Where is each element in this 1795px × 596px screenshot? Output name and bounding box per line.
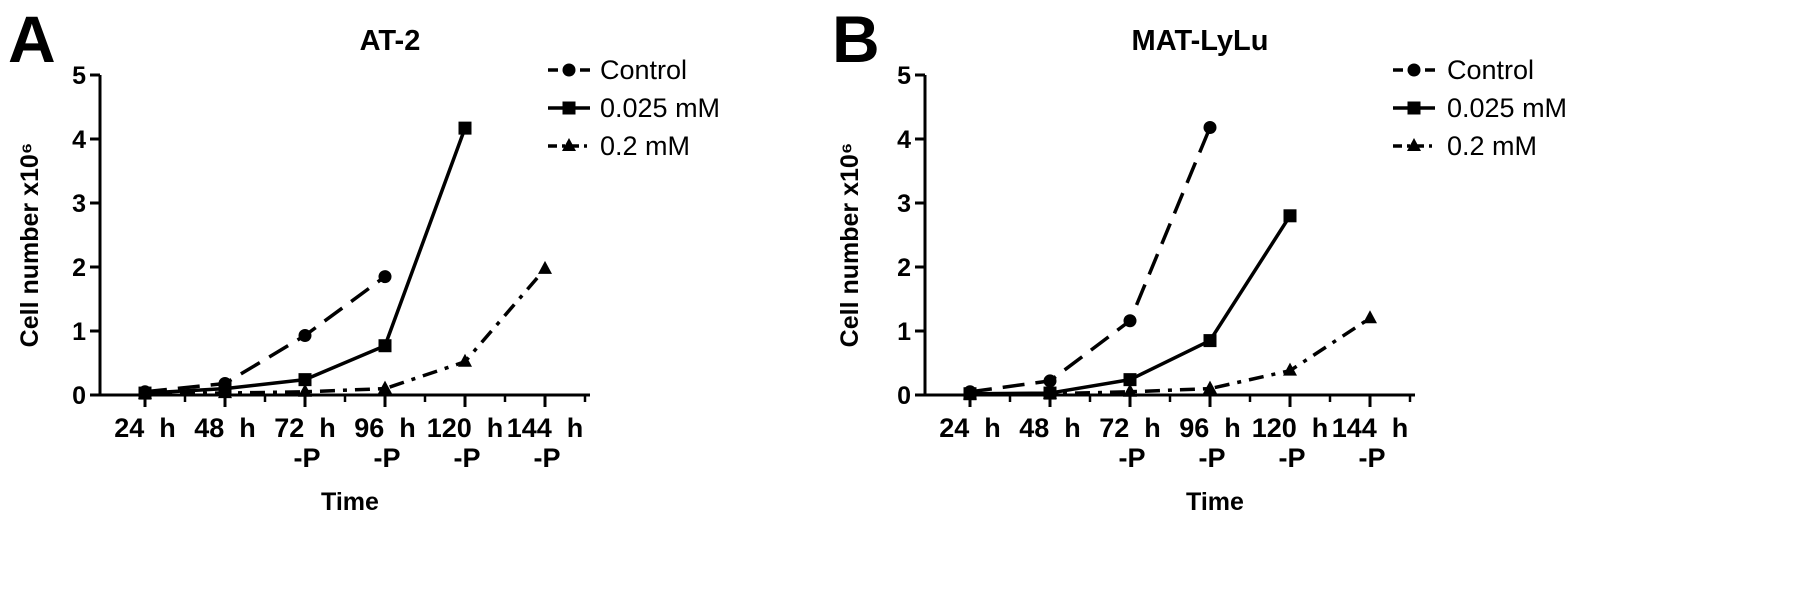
series-0-2-mm — [963, 310, 1377, 400]
y-tick-label: 1 — [72, 318, 86, 346]
y-axis-label: Cell number x10⁶ — [16, 143, 44, 348]
data-point — [298, 373, 312, 387]
x-tick-label: 24 h — [114, 413, 176, 443]
data-point — [1283, 209, 1297, 223]
legend-label: Control — [1447, 55, 1534, 85]
legend-entry: Control — [1393, 55, 1534, 85]
data-point — [378, 339, 392, 353]
y-tick-label: 2 — [72, 254, 86, 282]
x-tick-label: 144 h — [1332, 413, 1409, 443]
data-point — [1283, 362, 1297, 376]
legend-label: Control — [600, 55, 687, 85]
data-point — [378, 380, 392, 394]
data-point — [538, 260, 552, 274]
x-tick-label: 24 h — [939, 413, 1001, 443]
data-point — [1203, 334, 1217, 348]
x-tick-label: 120 h — [1252, 413, 1329, 443]
legend-entry: 0.025 mM — [548, 93, 720, 123]
legend-entry: 0.025 mM — [1393, 93, 1567, 123]
y-tick-label: 1 — [897, 318, 911, 346]
legend-entry: 0.2 mM — [1393, 131, 1537, 161]
data-point — [218, 385, 232, 399]
x-tick-label: 120 h — [427, 413, 504, 443]
data-point — [1123, 314, 1137, 328]
series-0-2-mm — [138, 260, 552, 399]
data-point — [1123, 373, 1137, 387]
legend-label: 0.025 mM — [1447, 93, 1567, 123]
series-line — [144, 275, 387, 394]
data-point — [1043, 374, 1057, 388]
data-point — [1363, 310, 1377, 324]
legend-label: 0.025 mM — [600, 93, 720, 123]
panel-letter: B — [832, 2, 880, 76]
series-line — [969, 126, 1212, 394]
legend-marker — [1407, 138, 1421, 151]
x-tick-sublabel: -P — [1119, 443, 1146, 473]
y-tick-label: 4 — [897, 126, 911, 154]
series-line — [969, 316, 1371, 397]
legend-entry: 0.2 mM — [548, 131, 690, 161]
x-tick-sublabel: -P — [1199, 443, 1226, 473]
y-tick-label: 5 — [72, 62, 86, 90]
series-line — [969, 214, 1292, 396]
x-tick-sublabel: -P — [1359, 443, 1386, 473]
data-point — [298, 328, 312, 342]
series-control — [138, 270, 392, 399]
x-tick-sublabel: -P — [534, 443, 561, 473]
y-tick-label: 5 — [897, 62, 911, 90]
x-tick-sublabel: -P — [294, 443, 321, 473]
legend-entry: Control — [548, 55, 687, 85]
x-tick-label: 96 h — [354, 413, 416, 443]
y-tick-label: 2 — [897, 254, 911, 282]
x-tick-label: 96 h — [1179, 413, 1241, 443]
data-point — [1043, 385, 1057, 399]
data-point — [298, 383, 312, 397]
x-axis-label: Time — [1186, 488, 1244, 516]
series-0-025-mm — [963, 209, 1297, 401]
x-tick-sublabel: -P — [1279, 443, 1306, 473]
series-line — [144, 267, 547, 396]
y-tick-label: 3 — [897, 190, 911, 218]
data-point — [458, 353, 472, 367]
data-point — [378, 270, 392, 284]
series-line — [144, 127, 467, 395]
chart-title: MAT-LyLu — [1132, 25, 1269, 57]
x-tick-label: 72 h — [1099, 413, 1161, 443]
data-point — [1123, 383, 1137, 397]
legend-marker — [562, 101, 576, 115]
data-point — [1203, 120, 1217, 134]
y-axis-label: Cell number x10⁶ — [836, 143, 864, 348]
chart-title: AT-2 — [360, 25, 421, 57]
data-point — [458, 121, 472, 135]
legend-label: 0.2 mM — [1447, 131, 1537, 161]
x-tick-label: 144 h — [507, 413, 584, 443]
series-0-025-mm — [138, 121, 472, 400]
legend-marker — [562, 63, 576, 77]
x-tick-label: 48 h — [1019, 413, 1081, 443]
x-tick-label: 72 h — [274, 413, 336, 443]
y-tick-label: 0 — [72, 382, 86, 410]
legend-marker — [1407, 63, 1421, 77]
legend-marker — [1407, 101, 1421, 115]
x-axis-label: Time — [321, 488, 379, 516]
y-tick-label: 0 — [897, 382, 911, 410]
x-tick-sublabel: -P — [454, 443, 481, 473]
x-tick-sublabel: -P — [374, 443, 401, 473]
data-point — [138, 385, 152, 399]
data-point — [963, 386, 977, 400]
panel-letter: A — [8, 2, 56, 76]
legend-label: 0.2 mM — [600, 131, 690, 161]
y-tick-label: 4 — [72, 126, 86, 154]
y-tick-label: 3 — [72, 190, 86, 218]
x-tick-label: 48 h — [194, 413, 256, 443]
data-point — [1203, 380, 1217, 394]
legend-marker — [562, 138, 576, 151]
